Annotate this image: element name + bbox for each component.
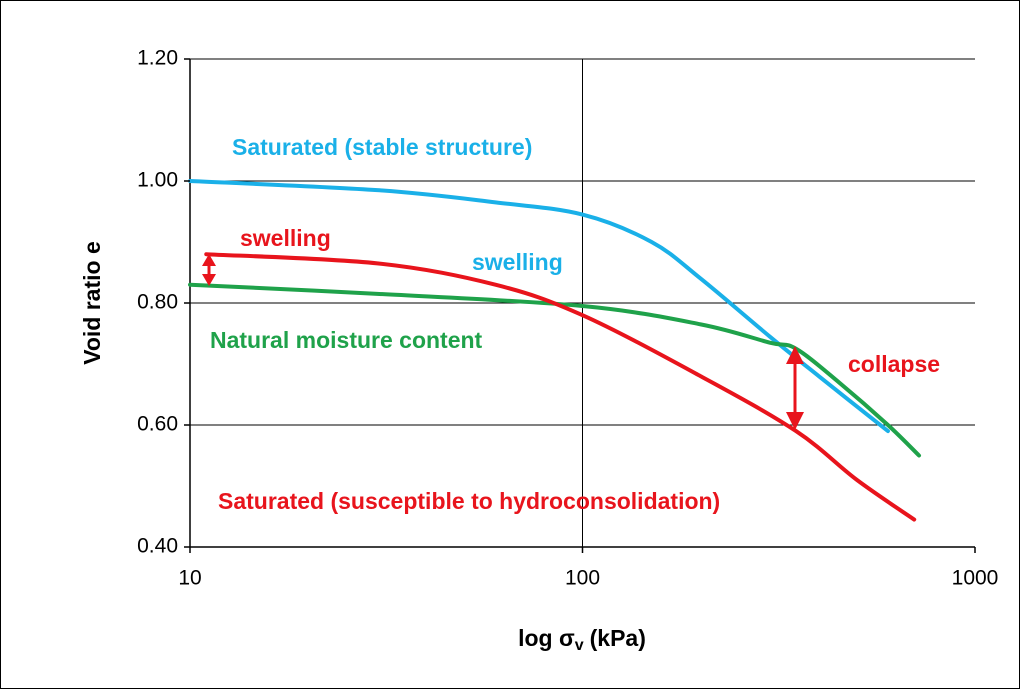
annotation: swelling	[240, 225, 331, 251]
x-axis-label-suffix: (kPa)	[590, 625, 646, 651]
arrow-head	[202, 254, 216, 266]
y-tick-label: 0.40	[137, 535, 178, 558]
arrow-head	[786, 346, 804, 364]
x-tick-label: 100	[565, 567, 600, 590]
series-label: Natural moisture content	[210, 327, 483, 353]
series-label: Saturated (stable structure)	[232, 134, 532, 160]
series-line	[204, 252, 917, 522]
x-axis-label: log σv (kPa)	[518, 625, 646, 654]
y-tick-label: 1.00	[137, 169, 178, 192]
series-label: Saturated (susceptible to hydroconsolida…	[218, 488, 720, 514]
arrows	[202, 254, 804, 430]
y-tick-label: 0.80	[137, 291, 178, 314]
series-line	[188, 282, 922, 458]
arrow-head	[786, 412, 804, 430]
x-tick-label: 1000	[952, 567, 999, 590]
arrow-head	[202, 274, 216, 286]
y-tick-label: 1.20	[137, 47, 178, 70]
x-axis-label-main: log σ	[518, 625, 575, 651]
y-axis-label: Void ratio e	[79, 241, 105, 365]
labels: log σv (kPa) Void ratio e 0.40 0.60 0.80 1.0…	[79, 47, 998, 655]
annotation: collapse	[848, 351, 940, 377]
y-tick-label: 0.60	[137, 413, 178, 436]
annotation: swelling	[472, 249, 563, 275]
x-axis-label-subscript: v	[575, 637, 584, 654]
x-tick-label: 10	[178, 567, 201, 590]
